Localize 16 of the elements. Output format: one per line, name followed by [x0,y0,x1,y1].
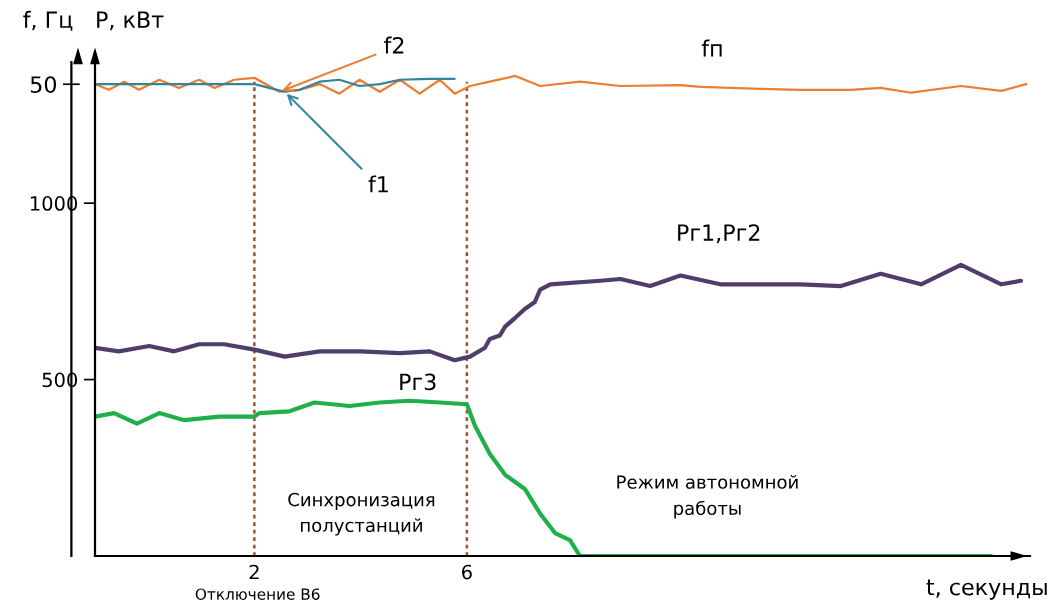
text: f1 [368,175,388,193]
x-tick-label: 2 [249,564,259,580]
annotation: Режим автономной работы [617,474,798,519]
x-tick-label: 6 [462,564,472,580]
text: 50 [30,76,57,93]
line-series [95,262,1024,363]
x-axis-title: t, секунды [926,579,1047,600]
series-label: Pг3 [400,373,436,391]
series-label: f2 [384,36,404,54]
series-label: Pг1,Pг2 [678,224,760,244]
annotation: Синхронизация полустанций [288,492,435,536]
y-axis-title: P, кВт [97,11,164,31]
y-axis-title: f, Гц [23,10,73,31]
line-series [95,398,994,556]
annotation: fп [701,39,722,57]
text: Отключение В6 [195,588,320,600]
